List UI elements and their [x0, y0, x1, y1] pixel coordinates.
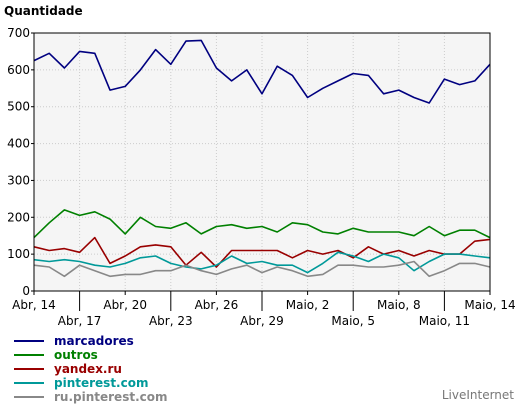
x-tick-label: Maio, 14: [464, 298, 515, 312]
x-tick-label: Abr, 14: [12, 298, 56, 312]
y-tick-label: 200: [7, 210, 30, 224]
plot-border: [33, 32, 491, 292]
legend-label: outros: [54, 348, 98, 362]
x-tick-label: Abr, 26: [195, 298, 239, 312]
series-line-outros: [33, 209, 491, 239]
series-line-pinterest-com: [33, 251, 491, 274]
y-tick-label: 0: [22, 284, 30, 298]
x-tick-label: Abr, 20: [103, 298, 147, 312]
series-line-yandex-ru: [33, 236, 491, 268]
x-tick-label: Maio, 2: [286, 298, 330, 312]
y-tick-label: 600: [7, 63, 30, 77]
legend-label: pinterest.com: [54, 376, 148, 390]
legend-label: yandex.ru: [54, 362, 122, 376]
x-tick-label: Abr, 23: [149, 314, 193, 328]
x-tick-label: Maio, 5: [331, 314, 375, 328]
legend-label: marcadores: [54, 334, 134, 348]
series-lines: [33, 32, 491, 292]
y-axis: 0 100 200 300 400 500 600 700: [7, 26, 34, 298]
series-line-marcadores: [33, 39, 491, 104]
credit-label: LiveInternet: [442, 388, 514, 402]
x-tick-label: Maio, 8: [377, 298, 421, 312]
y-tick-label: 100: [7, 247, 30, 261]
legend-label: ru.pinterest.com: [54, 390, 168, 404]
chart-title: Quantidade: [4, 4, 83, 18]
y-tick-label: 300: [7, 173, 30, 187]
y-tick-label: 500: [7, 100, 30, 114]
series-line-ru-pinterest-com: [33, 260, 491, 278]
x-tick-label: Abr, 17: [58, 314, 102, 328]
x-tick-label: Maio, 11: [419, 314, 470, 328]
grid-lines: [34, 33, 490, 291]
y-tick-label: 400: [7, 137, 30, 151]
legend: marcadoresoutrosyandex.rupinterest.comru…: [14, 334, 168, 404]
y-tick-label: 700: [7, 26, 30, 40]
x-tick-label: Abr, 29: [240, 314, 284, 328]
